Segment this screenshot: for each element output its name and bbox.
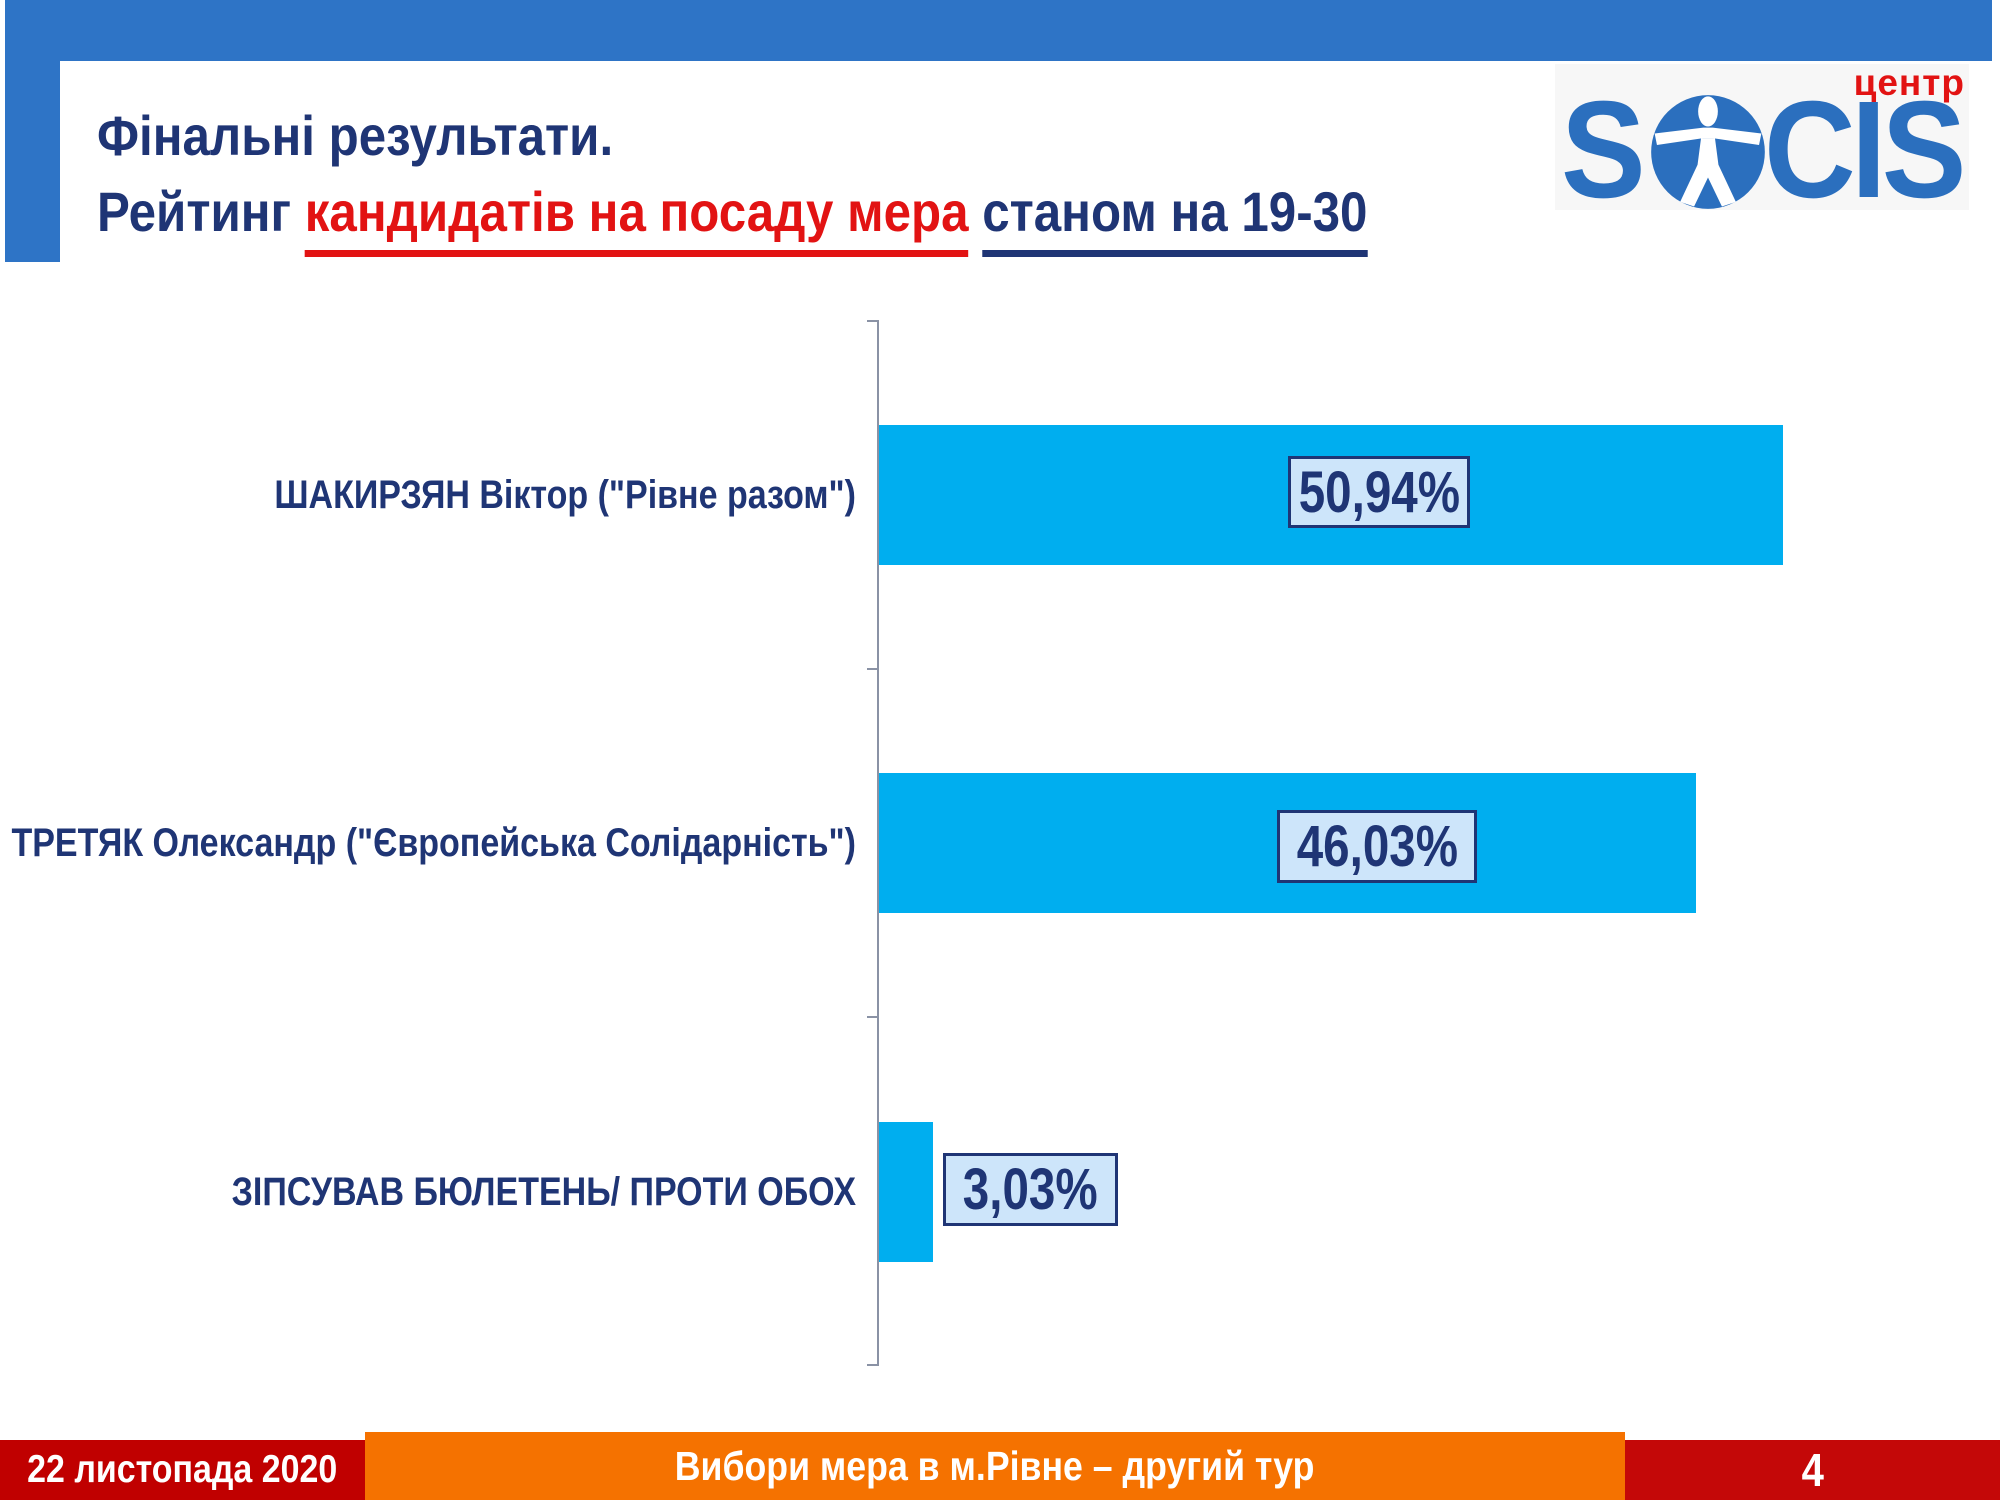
title-line1: Фінальні результати.	[97, 104, 614, 167]
top-accent-band	[5, 0, 1992, 61]
bar-against-both	[879, 1122, 933, 1262]
title-line2: Рейтинг кандидатів на посаду мера станом…	[97, 176, 1368, 257]
category-label-2: ТРЕТЯК Олександр ("Європейська Солідарні…	[11, 820, 856, 865]
footer-page-number-block: 4	[1625, 1440, 2000, 1500]
title-line2-prefix: Рейтинг	[97, 180, 305, 243]
value-label-box-3: 3,03%	[943, 1153, 1118, 1226]
page-title: Фінальні результати. Рейтинг кандидатів …	[97, 100, 1541, 257]
footer-date: 22 листопада 2020	[27, 1448, 338, 1491]
left-accent-strip	[5, 0, 60, 262]
title-line2-highlight: кандидатів на посаду мера	[304, 180, 969, 257]
value-label-1: 50,94%	[1298, 459, 1460, 525]
title-line2-suffix: станом на 19-30	[982, 180, 1368, 257]
value-label-box-2: 46,03%	[1277, 810, 1477, 883]
value-label-box-1: 50,94%	[1288, 456, 1470, 528]
axis-tick	[867, 1364, 878, 1366]
logo-wordmark: S CIS	[1561, 73, 1979, 227]
footer-date-block: 22 листопада 2020	[0, 1440, 365, 1500]
footer-title: Вибори мера в м.Рівне – другий тур	[675, 1442, 1315, 1489]
value-label-2: 46,03%	[1296, 814, 1458, 879]
axis-tick	[867, 668, 878, 670]
axis-tick	[867, 320, 878, 322]
socis-logo: центр S CIS	[1555, 62, 1969, 219]
vitruvian-man-icon	[1651, 95, 1765, 209]
footer-title-block: Вибори мера в м.Рівне – другий тур	[365, 1432, 1625, 1500]
value-label-3: 3,03%	[963, 1157, 1098, 1222]
axis-tick	[867, 1016, 878, 1018]
category-axis-line	[877, 320, 879, 1366]
category-label-3: ЗІПСУВАВ БЮЛЕТЕНЬ/ ПРОТИ ОБОХ	[231, 1169, 856, 1214]
logo-letter-cis: CIS	[1764, 73, 1966, 227]
footer-page-number: 4	[1801, 1444, 1824, 1496]
category-label-1: ШАКИРЗЯН Віктор ("Рівне разом")	[274, 472, 856, 517]
logo-letter-s: S	[1561, 73, 1646, 227]
logo-centr-label: центр	[1853, 62, 1965, 103]
